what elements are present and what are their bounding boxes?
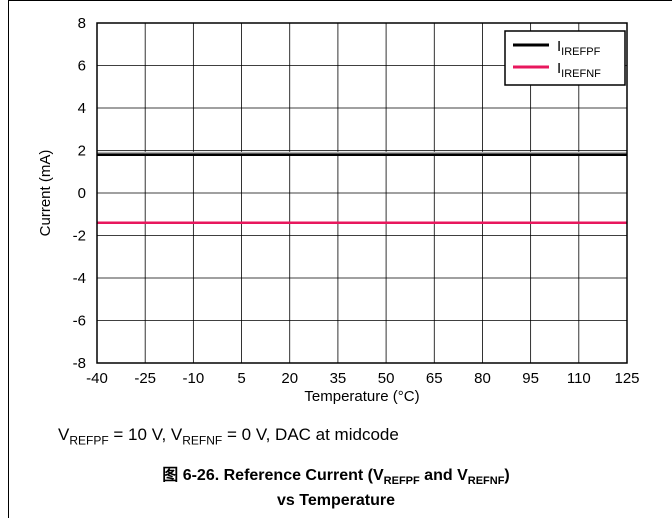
x-tick-2: -10 (183, 370, 205, 387)
caption-line-1: 图 6-26. Reference Current (VREFPF and VR… (162, 467, 510, 488)
series-lines (97, 151, 627, 225)
cond-v2-sub: REFNF (182, 433, 223, 448)
x-tick-6: 50 (378, 370, 395, 387)
y-axis-label: Current (mA) (37, 150, 54, 237)
y-tick-8: 8 (78, 15, 86, 32)
legend-label-IREFPF: IIREFPF (557, 38, 601, 58)
y-tick-1: -6 (73, 313, 86, 330)
y-tick-7: 6 (78, 58, 86, 75)
y-tick-5: 2 (78, 143, 86, 160)
left-border (8, 0, 9, 518)
x-tick-0: -40 (86, 370, 108, 387)
cond-v2: V (170, 425, 183, 444)
cond-v2-val: = 0 V, DAC at midcode (222, 425, 399, 444)
x-tick-labels: -40 -25 -10 5 20 35 50 65 80 95 110 125 (86, 370, 639, 387)
test-conditions: VREFPF = 10 V, VREFNF = 0 V, DAC at midc… (58, 425, 399, 447)
x-tick-9: 95 (522, 370, 539, 387)
y-tick-2: -4 (73, 270, 86, 287)
top-border (8, 0, 672, 1)
figure-caption: 图 6-26. Reference Current (VREFPF and VR… (0, 466, 672, 511)
x-tick-4: 20 (281, 370, 298, 387)
y-tick-3: -2 (73, 228, 86, 245)
x-tick-10: 110 (567, 370, 591, 387)
x-tick-7: 65 (426, 370, 443, 387)
x-axis-label: Temperature (°C) (304, 388, 419, 405)
legend-label-IREFNF: IIREFNF (557, 60, 601, 80)
y-tick-labels: -8 -6 -4 -2 0 2 4 6 8 (73, 15, 86, 372)
cond-v1-val: = 10 V, (108, 425, 171, 444)
chart: -40 -25 -10 5 20 35 50 65 80 95 110 125 -8 -6 -4 -2 0 2 4… (37, 15, 640, 405)
y-tick-6: 4 (78, 100, 86, 117)
x-tick-3: 5 (237, 370, 245, 387)
x-tick-11: 125 (614, 370, 639, 387)
plot-frame (96, 22, 628, 364)
y-tick-4: 0 (78, 185, 86, 202)
x-tick-8: 80 (474, 370, 491, 387)
legend-box (504, 30, 626, 86)
x-tick-5: 35 (330, 370, 347, 387)
caption-line-2: vs Temperature (277, 492, 395, 510)
y-tick-0: -8 (73, 355, 86, 372)
cond-v1: V (58, 425, 70, 444)
x-tick-1: -25 (134, 370, 156, 387)
cond-v1-sub: REFPF (69, 433, 109, 448)
